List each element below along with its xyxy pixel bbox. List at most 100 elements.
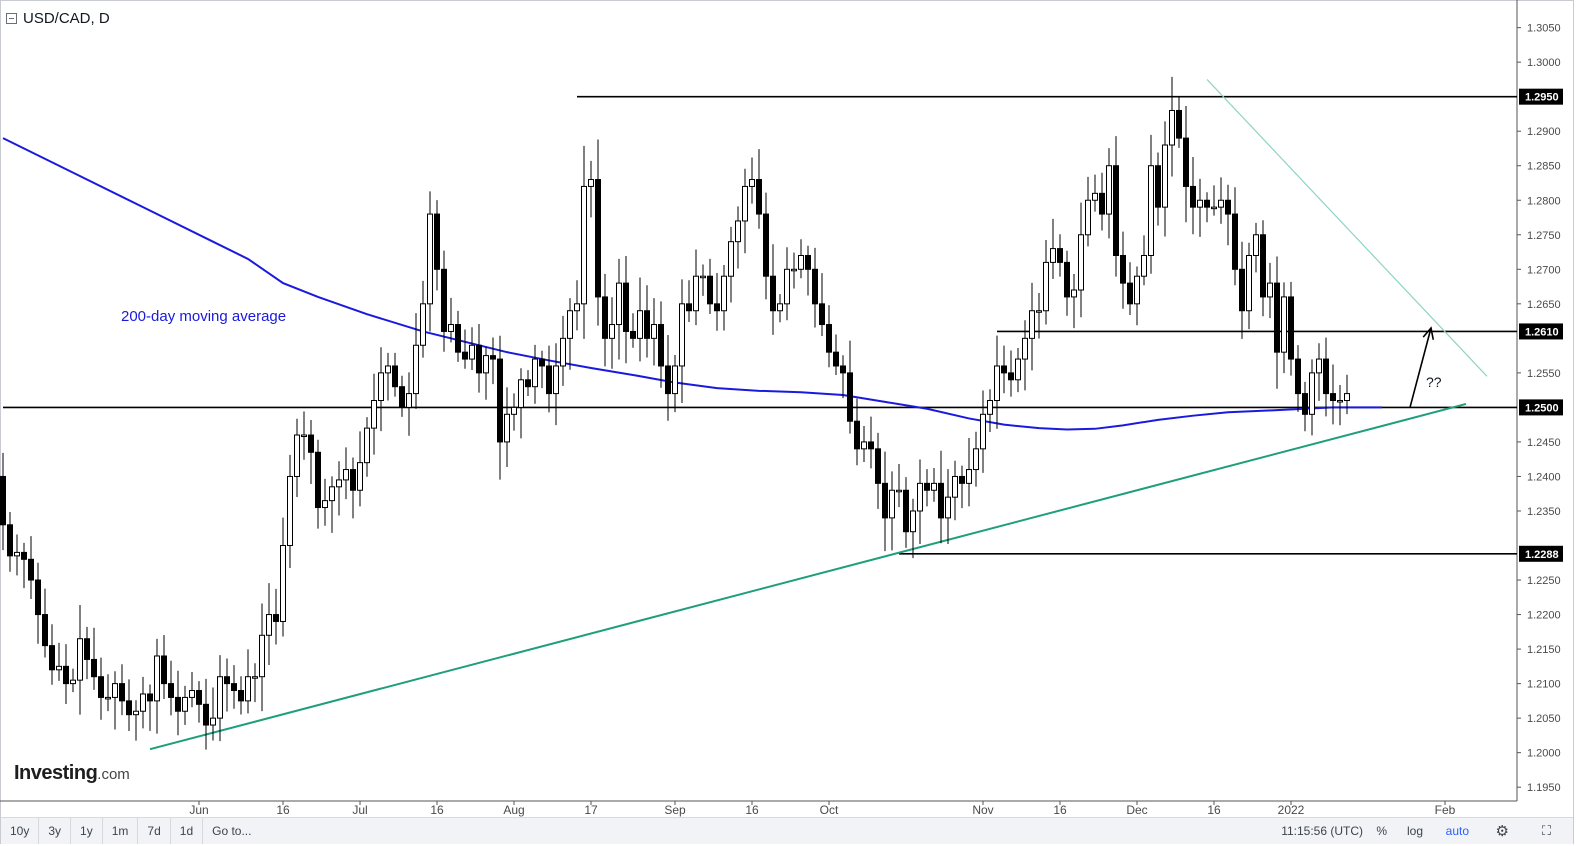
price-tick-label: 1.2900 (1527, 126, 1561, 138)
candle (1197, 178, 1203, 237)
candle (63, 644, 69, 705)
auto-scale-toggle[interactable]: auto (1445, 824, 1469, 838)
candle-body-down (147, 693, 153, 702)
collapse-icon[interactable] (6, 13, 17, 24)
candle (245, 649, 251, 714)
drawing-lines (3, 78, 1517, 751)
price-flag (1519, 323, 1563, 340)
candle-body-up (651, 324, 657, 339)
candle (665, 334, 671, 421)
moving-average-line (2, 137, 1382, 431)
logo-suffix: .com (97, 766, 130, 783)
candle-body-up (917, 482, 923, 512)
price-flag-label: 1.2500 (1525, 402, 1559, 414)
range-1m-button[interactable]: 1m (103, 818, 139, 844)
candle (413, 313, 419, 409)
candle (399, 375, 405, 417)
candle-body-up (777, 303, 783, 312)
candle-body-down (924, 482, 930, 491)
log-toggle[interactable]: log (1406, 824, 1423, 838)
logo-main: Investing (14, 762, 98, 784)
candle-body-down (805, 254, 811, 270)
candle (49, 624, 55, 685)
candle-body-down (1288, 296, 1294, 360)
time-tick-label: Dec (1126, 803, 1147, 817)
candle-body-down (539, 358, 545, 367)
candle (749, 157, 755, 204)
percent-toggle[interactable]: % (1376, 824, 1387, 838)
candle-body-down (938, 482, 944, 519)
candle (1281, 282, 1287, 374)
candle (441, 250, 447, 352)
candle-body-up (798, 254, 804, 270)
candle-body-up (987, 400, 993, 415)
bottom-toolbar: 10y 3y 1y 1m 7d 1d Go to... 11:15:56 (UT… (1, 817, 1573, 844)
candle-body-up (742, 185, 748, 222)
candle (609, 297, 615, 369)
candle (35, 562, 41, 644)
candle-body-down (497, 358, 503, 443)
range-3y-button[interactable]: 3y (39, 818, 72, 844)
candle-body-up (322, 500, 328, 509)
candle-body-up (77, 638, 83, 681)
candle (882, 451, 888, 552)
candle-body-down (1113, 165, 1119, 256)
candle (945, 469, 951, 544)
candle (980, 390, 986, 473)
candle-body-up (420, 303, 426, 346)
candle-body-down (462, 351, 468, 360)
time-axis[interactable]: Jun 16 Jul 16 Aug 17 Sep 16 Oct Nov 16 Dec 16 2022 Feb (189, 801, 1456, 817)
candle (448, 297, 454, 343)
candle (539, 350, 545, 389)
candle-body-down (1176, 109, 1182, 139)
range-1y-button[interactable]: 1y (71, 818, 103, 844)
candle (1176, 96, 1182, 148)
price-tick-label: 1.2750 (1527, 230, 1561, 242)
candle (119, 664, 125, 716)
candle-body-up (280, 545, 286, 622)
candle (532, 344, 538, 404)
price-tick-label: 1.2100 (1527, 679, 1561, 691)
candle-body-down (1057, 248, 1063, 263)
candle (511, 393, 517, 431)
candle-body-down (350, 469, 356, 491)
price-flags: 1.2950 1.2610 1.2500 1.2288 (1519, 88, 1563, 562)
candle (868, 416, 874, 469)
candle (1183, 106, 1189, 223)
candle-body-down (91, 658, 97, 678)
candle-body-down (770, 275, 776, 312)
candle (686, 280, 692, 323)
candle (378, 347, 384, 432)
price-tick-label: 1.2050 (1527, 713, 1561, 725)
candle (1288, 281, 1294, 376)
candle (28, 536, 34, 599)
gear-icon[interactable]: ⚙ (1495, 823, 1509, 840)
candle (966, 438, 972, 507)
fit-screen-icon[interactable]: ⛶ (1541, 823, 1551, 838)
price-tick-label: 1.3000 (1527, 57, 1561, 69)
candle (56, 642, 62, 681)
candle-body-down (1008, 372, 1014, 381)
candle (1344, 374, 1350, 415)
price-axis[interactable]: 1.3050 1.3000 1.2900 1.2850 1.2800 1.2750 1.27… (1517, 23, 1561, 795)
candle-body-down (1064, 261, 1070, 298)
candle (1092, 174, 1098, 212)
candle-body-down (602, 296, 608, 339)
candle (1302, 381, 1308, 432)
candle (287, 454, 293, 568)
range-1d-button[interactable]: 1d (171, 818, 204, 844)
goto-button[interactable]: Go to... (212, 824, 252, 838)
candle (1099, 172, 1105, 231)
chart-title-box[interactable]: USD/CAD, D (6, 10, 110, 27)
candle-body-up (672, 365, 678, 395)
range-10y-button[interactable]: 10y (1, 818, 40, 844)
range-7d-button[interactable]: 7d (138, 818, 171, 844)
candle-body-down (819, 303, 825, 326)
candle (525, 370, 531, 396)
price-tick-label: 1.1950 (1527, 782, 1561, 794)
candle (700, 264, 706, 296)
candle-body-down (203, 703, 209, 726)
candle (1260, 220, 1266, 317)
candle-body-down (238, 690, 244, 702)
